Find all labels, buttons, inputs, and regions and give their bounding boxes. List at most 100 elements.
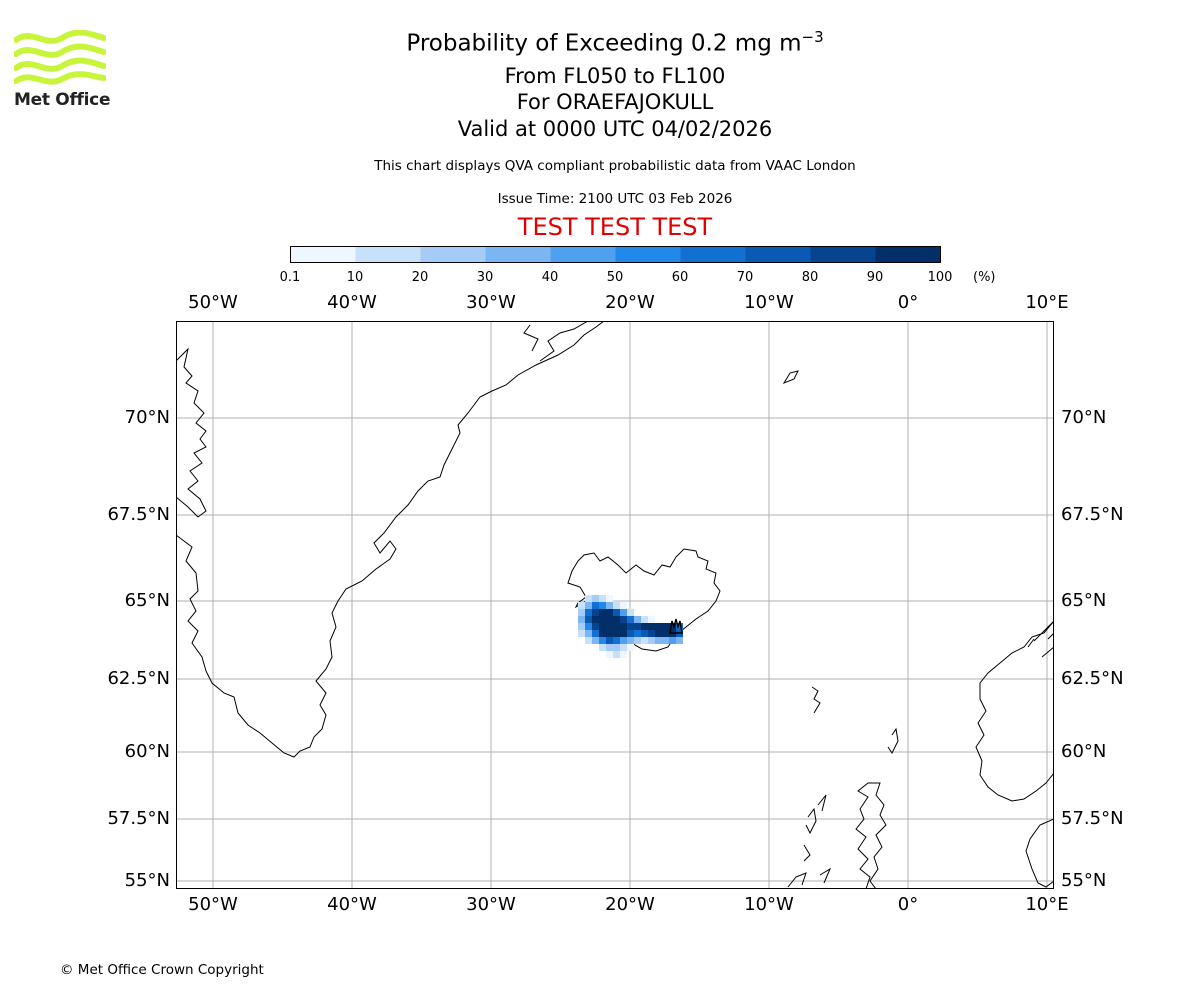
met-office-logo	[14, 30, 106, 85]
probability-cell	[620, 602, 627, 609]
probability-cell	[599, 602, 606, 609]
probability-cell	[655, 623, 662, 630]
probability-cell	[585, 623, 592, 630]
probability-cell	[578, 623, 585, 630]
probability-cell	[613, 630, 620, 637]
probability-cell	[585, 602, 592, 609]
probability-cell	[606, 630, 613, 637]
coastline-greenland-east	[523, 321, 589, 362]
longitude-label: 50°W	[188, 894, 238, 915]
colorbar-tick-label: 10	[346, 270, 364, 285]
valid-time: Valid at 0000 UTC 04/02/2026	[457, 117, 773, 141]
probability-cell	[606, 609, 613, 616]
colorbar-swatch	[485, 246, 551, 263]
probability-cell	[662, 623, 669, 630]
probability-cell	[613, 644, 620, 651]
latitude-label: 62.5°N	[1061, 668, 1124, 689]
probability-cell	[634, 637, 641, 644]
probability-cell	[627, 616, 634, 623]
probability-cell	[606, 616, 613, 623]
probability-cell	[648, 630, 655, 637]
probability-cell	[585, 637, 592, 644]
chart-description: This chart displays QVA compliant probab…	[374, 158, 856, 174]
chart-title-exponent: −3	[801, 28, 824, 46]
probability-cell	[627, 637, 634, 644]
probability-cell	[585, 630, 592, 637]
probability-cell	[613, 616, 620, 623]
probability-cell	[627, 623, 634, 630]
latitude-label: 62.5°N	[107, 668, 170, 689]
coastline-norway-north	[1027, 620, 1054, 658]
longitude-label: 40°W	[327, 894, 377, 915]
longitude-label: 20°W	[605, 292, 655, 313]
latitude-label: 60°N	[1061, 741, 1107, 762]
probability-cell	[592, 630, 599, 637]
probability-cell	[662, 630, 669, 637]
probability-cell	[599, 637, 606, 644]
coastline-norway	[975, 620, 1054, 802]
probability-cell	[592, 637, 599, 644]
longitude-label: 0°	[897, 894, 919, 915]
colorbar-tick-label: 30	[476, 270, 494, 285]
longitude-label: 10°W	[744, 894, 794, 915]
probability-cell	[606, 651, 613, 658]
probability-cell	[641, 630, 648, 637]
longitude-label: 30°W	[466, 894, 516, 915]
probability-cell	[641, 637, 648, 644]
volcano-marker-icon	[669, 618, 683, 634]
longitude-label: 10°E	[1025, 894, 1069, 915]
longitude-label: 0°	[897, 292, 919, 313]
colorbar-unit: (%)	[973, 270, 996, 285]
colorbar-tick-label: 60	[671, 270, 689, 285]
probability-cell	[599, 623, 606, 630]
longitude-label: 20°W	[605, 894, 655, 915]
probability-cell	[634, 616, 641, 623]
probability-cell	[613, 651, 620, 658]
probability-field	[578, 595, 683, 658]
probability-cell	[578, 616, 585, 623]
probability-cell	[620, 651, 627, 658]
probability-cell	[578, 630, 585, 637]
coastline-faroe	[811, 686, 821, 714]
probability-cell	[606, 595, 613, 602]
longitude-label: 10°W	[744, 292, 794, 313]
probability-cell	[634, 630, 641, 637]
longitude-label: 30°W	[466, 292, 516, 313]
colorbar-swatch	[680, 246, 746, 263]
colorbar-swatch	[550, 246, 616, 263]
colorbar	[290, 246, 941, 263]
latitude-label: 67.5°N	[107, 504, 170, 525]
probability-cell	[655, 637, 662, 644]
coastlines	[176, 321, 1054, 889]
probability-cell	[599, 609, 606, 616]
latitude-label: 70°N	[124, 407, 170, 428]
probability-cell	[662, 637, 669, 644]
coastline-islands-sw	[787, 867, 832, 888]
latitude-label: 55°N	[124, 870, 170, 891]
colorbar-tick-label: 20	[411, 270, 429, 285]
latitude-label: 70°N	[1061, 407, 1107, 428]
probability-cell	[620, 637, 627, 644]
probability-cell	[613, 637, 620, 644]
probability-cell	[620, 630, 627, 637]
probability-cell	[585, 595, 592, 602]
latitude-label: 57.5°N	[1061, 808, 1124, 829]
probability-cell	[599, 595, 606, 602]
chart-title: Probability of Exceeding 0.2 mg m−3	[0, 28, 1200, 57]
probability-cell	[620, 609, 627, 616]
colorbar-border	[290, 246, 941, 263]
longitude-label: 10°E	[1025, 292, 1069, 313]
colorbar-swatch	[290, 246, 356, 263]
probability-cell	[669, 637, 676, 644]
colorbar-tick-label: 40	[541, 270, 559, 285]
probability-cell	[606, 623, 613, 630]
probability-cell	[648, 637, 655, 644]
coastline-jan-mayen	[782, 370, 799, 385]
probability-cell	[613, 602, 620, 609]
probability-cell	[648, 623, 655, 630]
issue-time: Issue Time: 2100 UTC 03 Feb 2026	[497, 191, 733, 207]
coastline-greenland	[176, 321, 605, 758]
latitude-label: 65°N	[1061, 590, 1107, 611]
probability-cell	[585, 616, 592, 623]
probability-cell	[606, 637, 613, 644]
